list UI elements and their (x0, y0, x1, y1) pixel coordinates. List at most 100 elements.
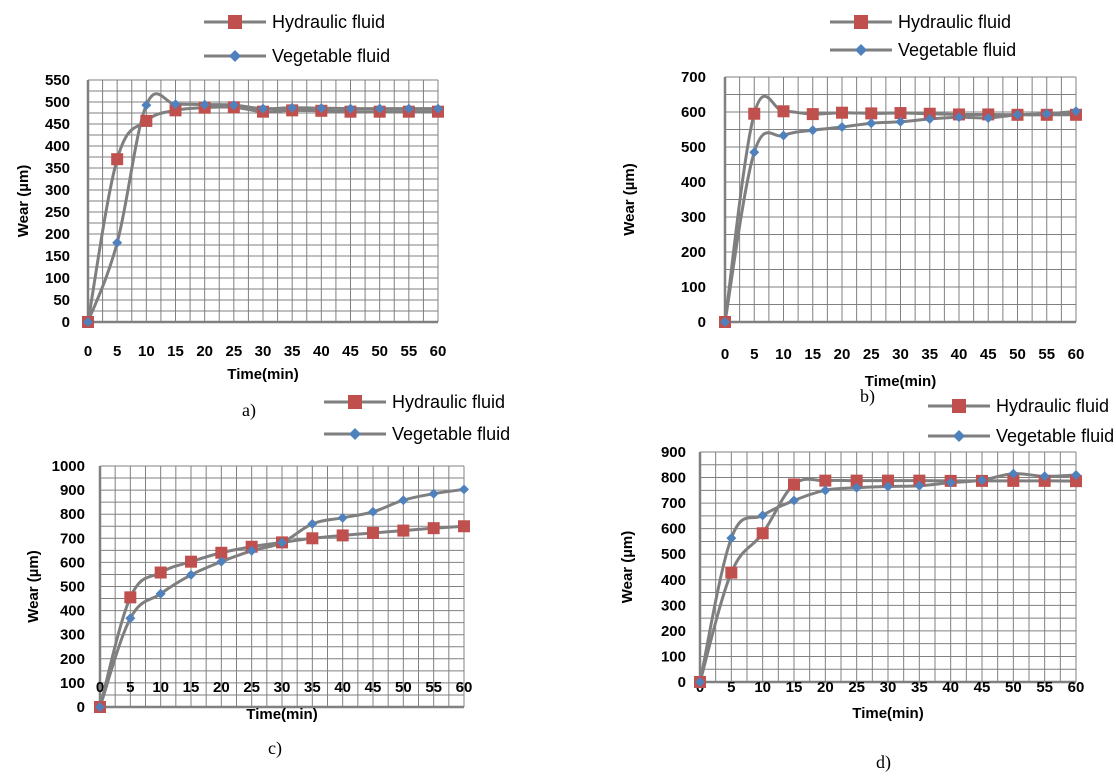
data-point-diamond (945, 477, 956, 488)
legend-marker-square (348, 395, 362, 409)
data-point-diamond (428, 488, 439, 499)
x-tick-label: 15 (804, 346, 821, 363)
data-point-diamond (258, 103, 268, 114)
legend-label: Vegetable fluid (272, 46, 390, 66)
data-point-diamond (778, 130, 789, 141)
data-point-diamond (398, 495, 409, 506)
legend-label: Vegetable fluid (996, 426, 1114, 446)
data-point-diamond (95, 702, 105, 712)
chart-b: 0 100 200 300 400 500 600 700 0 5 10 15 20 25 30 35 40 45… (621, 12, 1085, 390)
chart-d: 0100200300400500600700800900051015202530… (619, 396, 1114, 722)
data-point-square (756, 527, 769, 540)
x-tick-label: 55 (425, 679, 442, 696)
data-point-diamond (155, 588, 166, 599)
data-point-diamond (307, 518, 318, 529)
data-point-diamond (1071, 106, 1081, 117)
data-point-square (777, 105, 790, 118)
data-point-diamond (914, 480, 925, 491)
legend-label: Vegetable fluid (898, 40, 1016, 60)
x-tick-label: 5 (727, 679, 735, 696)
data-point-square (397, 524, 410, 537)
y-tick-label: 300 (681, 209, 706, 226)
x-tick-label: 50 (1005, 679, 1022, 696)
data-point-square (894, 107, 907, 120)
data-point-diamond (287, 102, 298, 113)
x-tick-label: 20 (213, 679, 230, 696)
data-point-square (913, 474, 926, 487)
data-point-diamond (186, 569, 196, 580)
x-tick-label: 60 (1068, 679, 1085, 696)
data-point-square (819, 474, 832, 487)
data-point-square (865, 107, 878, 120)
data-point-diamond (112, 237, 123, 248)
data-point-diamond (459, 484, 469, 495)
legend-label: Hydraulic fluid (996, 396, 1109, 416)
data-point-diamond (83, 317, 93, 327)
data-point-square (306, 532, 319, 545)
legend-marker-diamond (349, 428, 361, 440)
data-point-diamond (820, 485, 831, 496)
x-tick-label: 20 (196, 343, 213, 360)
x-tick-label: 30 (255, 343, 272, 360)
x-tick-label: 30 (880, 679, 897, 696)
x-tick-label: 30 (892, 346, 909, 363)
x-tick-label: 45 (342, 343, 359, 360)
y-tick-label: 300 (661, 597, 686, 614)
x-tick-label: 35 (911, 679, 928, 696)
data-point-square (748, 107, 761, 120)
data-point-diamond (1008, 468, 1019, 479)
data-point-diamond (125, 613, 136, 624)
data-point-diamond (895, 116, 906, 127)
x-tick-label: 0 (96, 679, 104, 696)
data-point-square (367, 526, 379, 539)
data-point-diamond (866, 118, 877, 129)
data-point-diamond (883, 481, 893, 492)
data-point-diamond (403, 103, 414, 114)
legend-marker-square (952, 399, 966, 413)
y-tick-label: 500 (45, 94, 70, 111)
data-point-diamond (1039, 471, 1050, 482)
x-tick-label: 40 (951, 346, 968, 363)
y-tick-label: 350 (45, 160, 70, 177)
y-tick-label: 900 (661, 444, 686, 461)
x-tick-label: 50 (395, 679, 412, 696)
data-point-diamond (368, 506, 378, 517)
y-tick-label: 400 (681, 174, 706, 191)
data-point-square (124, 591, 137, 604)
x-tick-label: 0 (721, 346, 729, 363)
panel-label-c: c) (268, 738, 282, 758)
data-point-diamond (720, 317, 730, 327)
data-point-square (185, 555, 197, 568)
y-tick-label: 500 (661, 546, 686, 563)
data-point-diamond (337, 512, 348, 523)
x-tick-label: 20 (817, 679, 834, 696)
data-point-diamond (924, 114, 935, 124)
y-tick-label: 800 (661, 470, 686, 487)
data-point-diamond (977, 475, 987, 486)
chart-c: 0 100 200 300 400 500 600 700 800 900 1000 0 5 10 15 20… (25, 392, 510, 723)
x-tick-label: 40 (942, 679, 959, 696)
y-tick-label: 600 (681, 104, 706, 121)
y-tick-label: 100 (45, 270, 70, 287)
x-tick-label: 40 (313, 343, 330, 360)
y-tick-label: 400 (661, 572, 686, 589)
y-axis-title: Wear (µm) (25, 550, 42, 623)
y-tick-label: 100 (681, 279, 706, 296)
data-point-square (215, 546, 228, 559)
legend-label: Hydraulic fluid (392, 392, 505, 412)
y-tick-label: 0 (698, 314, 706, 331)
x-tick-label: 10 (775, 346, 792, 363)
data-point-diamond (277, 537, 287, 548)
x-tick-label: 60 (1068, 346, 1085, 363)
data-point-square (1007, 474, 1020, 487)
data-point-square (336, 529, 349, 542)
legend-marker-square (228, 15, 242, 29)
x-tick-label: 50 (371, 343, 388, 360)
x-tick-label: 35 (921, 346, 938, 363)
data-point-diamond (954, 112, 964, 123)
data-point-diamond (749, 147, 760, 158)
data-point-square (788, 478, 800, 491)
x-tick-label: 45 (974, 679, 991, 696)
data-point-diamond (228, 100, 239, 111)
x-tick-label: 5 (113, 343, 121, 360)
